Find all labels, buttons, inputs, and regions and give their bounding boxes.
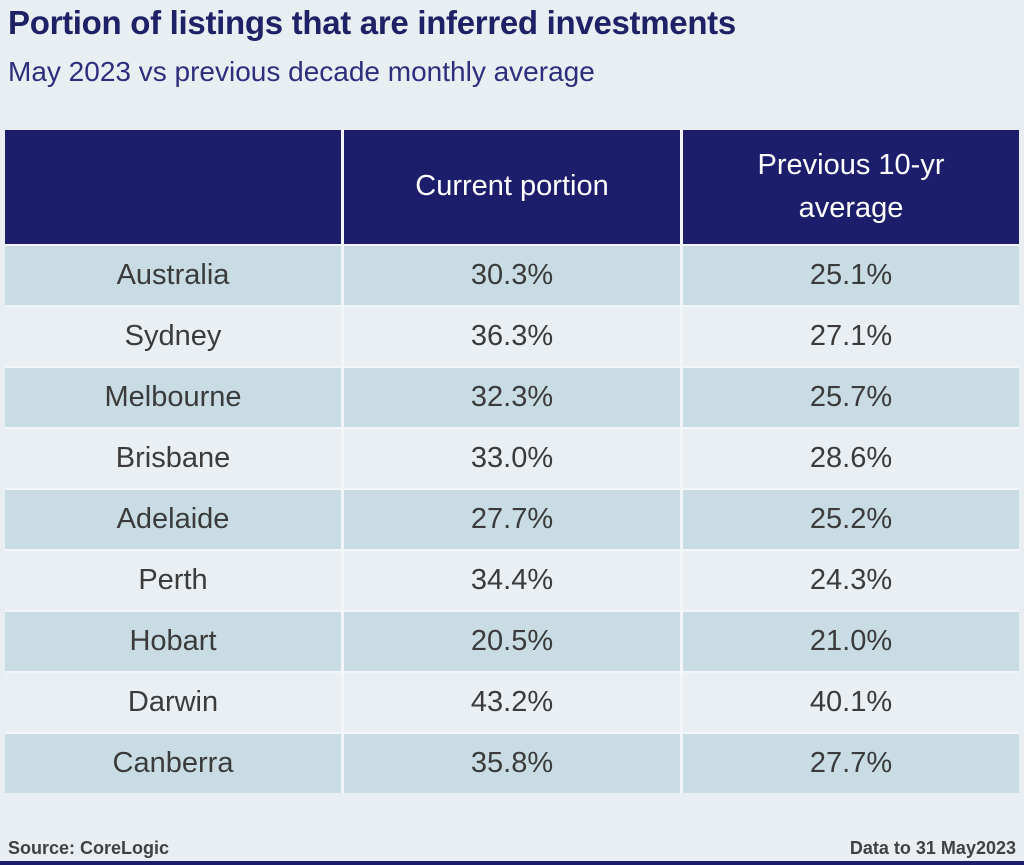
page-subtitle: May 2023 vs previous decade monthly aver… xyxy=(8,56,595,87)
region-cell: Brisbane xyxy=(5,429,341,488)
previous-average-column-header: Previous 10-yr average xyxy=(683,130,1019,244)
current-cell: 30.3% xyxy=(344,246,680,305)
previous-cell: 24.3% xyxy=(683,551,1019,610)
source-note: Source: CoreLogic xyxy=(8,838,170,858)
current-cell: 20.5% xyxy=(344,612,680,671)
current-cell: 36.3% xyxy=(344,307,680,366)
bottom-accent-bar xyxy=(0,861,1024,865)
page-title: Portion of listings that are inferred in… xyxy=(8,4,736,41)
previous-cell: 25.1% xyxy=(683,246,1019,305)
previous-cell: 28.6% xyxy=(683,429,1019,488)
region-cell: Adelaide xyxy=(5,490,341,549)
region-cell: Perth xyxy=(5,551,341,610)
previous-cell: 27.1% xyxy=(683,307,1019,366)
previous-cell: 25.7% xyxy=(683,368,1019,427)
previous-cell: 27.7% xyxy=(683,734,1019,793)
previous-cell: 21.0% xyxy=(683,612,1019,671)
current-portion-column-header: Current portion xyxy=(344,130,680,244)
region-column-header xyxy=(5,130,341,244)
investments-table: Current portion Previous 10-yr average A… xyxy=(5,130,1019,793)
region-cell: Hobart xyxy=(5,612,341,671)
data-note: Data to 31 May2023 xyxy=(849,838,1016,858)
current-cell: 33.0% xyxy=(344,429,680,488)
current-cell: 43.2% xyxy=(344,673,680,732)
region-cell: Canberra xyxy=(5,734,341,793)
current-cell: 34.4% xyxy=(344,551,680,610)
current-cell: 32.3% xyxy=(344,368,680,427)
previous-cell: 40.1% xyxy=(683,673,1019,732)
footer: Source: CoreLogic Data to 31 May2023 xyxy=(8,838,1016,859)
previous-cell: 25.2% xyxy=(683,490,1019,549)
region-cell: Australia xyxy=(5,246,341,305)
current-cell: 27.7% xyxy=(344,490,680,549)
region-cell: Melbourne xyxy=(5,368,341,427)
region-cell: Sydney xyxy=(5,307,341,366)
current-cell: 35.8% xyxy=(344,734,680,793)
region-cell: Darwin xyxy=(5,673,341,732)
